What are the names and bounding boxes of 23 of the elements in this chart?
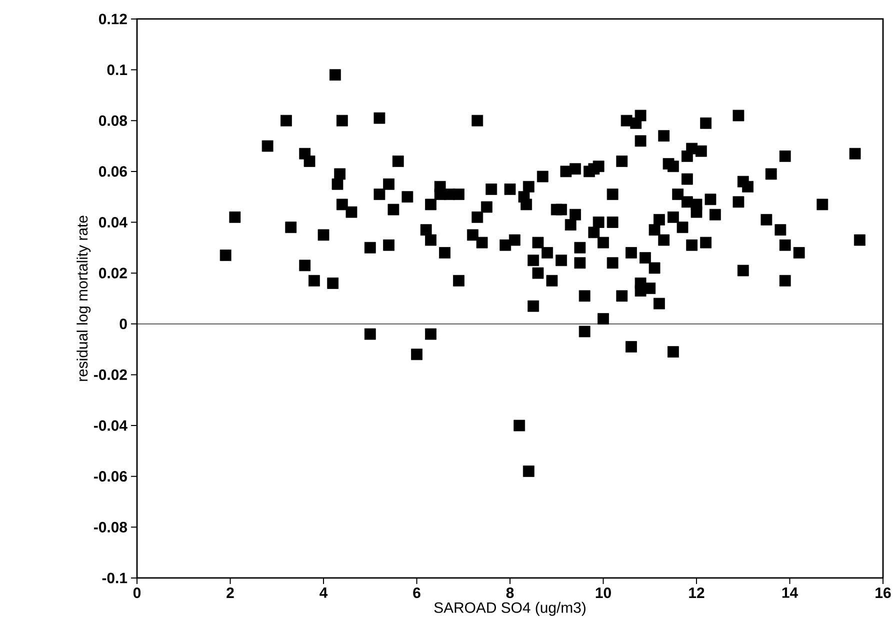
x-tick-label: 12 — [689, 588, 704, 598]
y-tick-label: -0.1 — [102, 572, 128, 584]
y-tick-label: 0.08 — [99, 115, 128, 126]
x-tick-label: 14 — [782, 588, 798, 598]
x-tick-label: 2 — [226, 588, 234, 598]
y-axis-title: residual log mortality rate — [76, 216, 91, 381]
y-tick-label: -0.08 — [94, 522, 128, 532]
x-tick-label: 4 — [320, 588, 328, 598]
y-tick-label: 0.04 — [99, 216, 128, 228]
x-tick-label: 8 — [506, 588, 514, 598]
y-tick-label: 0.1 — [107, 64, 128, 76]
x-tick-label: 6 — [413, 588, 420, 598]
y-tick-label: 0.12 — [99, 14, 127, 24]
y-tick-label: -0.04 — [94, 420, 128, 431]
x-tick-label: 0 — [133, 588, 141, 598]
x-tick-label: 10 — [596, 588, 611, 598]
y-tick-label: 0.06 — [99, 166, 127, 177]
y-tick-label: 0.02 — [99, 268, 127, 278]
x-axis-title: SAROAD SO4 (ug/m3) — [434, 602, 586, 616]
x-tick-label: 16 — [876, 588, 891, 598]
y-tick-label: -0.02 — [94, 369, 127, 380]
y-tick-label: -0.06 — [94, 471, 127, 482]
y-tick-label: 0 — [120, 318, 127, 330]
